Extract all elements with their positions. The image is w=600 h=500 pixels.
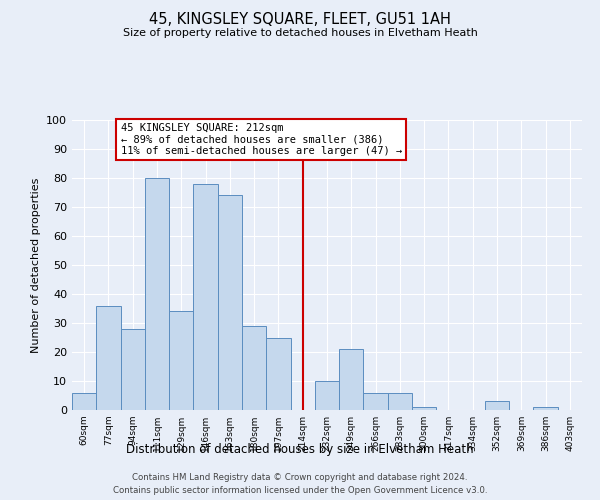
Bar <box>364 392 388 410</box>
Bar <box>218 196 242 410</box>
Bar <box>193 184 218 410</box>
Bar <box>169 312 193 410</box>
Text: Size of property relative to detached houses in Elvetham Heath: Size of property relative to detached ho… <box>122 28 478 38</box>
Text: Contains public sector information licensed under the Open Government Licence v3: Contains public sector information licen… <box>113 486 487 495</box>
Bar <box>96 306 121 410</box>
Bar <box>388 392 412 410</box>
Bar <box>242 326 266 410</box>
Bar <box>315 381 339 410</box>
Text: Contains HM Land Registry data © Crown copyright and database right 2024.: Contains HM Land Registry data © Crown c… <box>132 472 468 482</box>
Text: 45 KINGSLEY SQUARE: 212sqm
← 89% of detached houses are smaller (386)
11% of sem: 45 KINGSLEY SQUARE: 212sqm ← 89% of deta… <box>121 123 402 156</box>
Bar <box>485 402 509 410</box>
Bar <box>266 338 290 410</box>
Bar <box>121 329 145 410</box>
Bar <box>412 407 436 410</box>
Y-axis label: Number of detached properties: Number of detached properties <box>31 178 41 352</box>
Bar <box>339 349 364 410</box>
Text: Distribution of detached houses by size in Elvetham Heath: Distribution of detached houses by size … <box>126 442 474 456</box>
Bar <box>533 407 558 410</box>
Text: 45, KINGSLEY SQUARE, FLEET, GU51 1AH: 45, KINGSLEY SQUARE, FLEET, GU51 1AH <box>149 12 451 28</box>
Bar <box>145 178 169 410</box>
Bar <box>72 392 96 410</box>
